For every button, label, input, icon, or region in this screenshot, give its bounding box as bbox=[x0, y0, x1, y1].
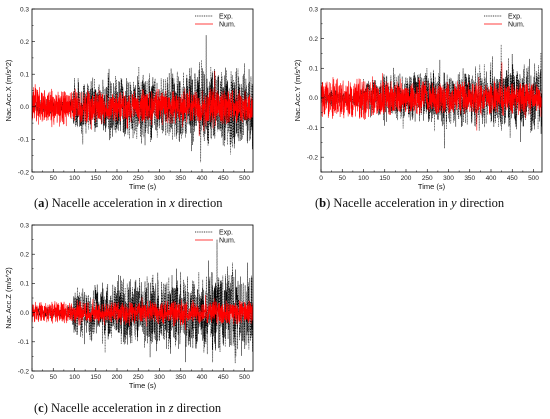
y-axis-label: Nac.Acc.Z (m/s^2) bbox=[4, 267, 13, 329]
x-tick-label: 100 bbox=[69, 374, 80, 381]
y-tick-label: 0.2 bbox=[309, 36, 318, 43]
y-tick-label: -0.2 bbox=[18, 368, 30, 375]
x-tick-label: 500 bbox=[528, 175, 539, 182]
x-tick-label: 150 bbox=[90, 175, 101, 182]
x-axis-label: Time (s) bbox=[129, 381, 157, 390]
y-tick-label: -0.1 bbox=[18, 339, 30, 346]
y-axis-label: Nac.Acc.X (m/s^2) bbox=[4, 59, 13, 121]
x-tick-label: 350 bbox=[175, 374, 186, 381]
plot-frame bbox=[320, 8, 543, 173]
legend-label: Num. bbox=[219, 237, 236, 244]
legend: Exp.Num. bbox=[195, 13, 236, 28]
x-tick-label: 100 bbox=[69, 175, 80, 182]
x-tick-label: 200 bbox=[112, 175, 123, 182]
panel-caption: (b) Nacelle acceleration in y direction bbox=[315, 196, 505, 210]
y-tick-label: 0.3 bbox=[20, 222, 29, 229]
y-tick-label: 0.2 bbox=[20, 252, 29, 259]
y-tick-label: 0.2 bbox=[20, 39, 29, 46]
y-axis-label: Nac.Acc.Y (m/s^2) bbox=[293, 59, 302, 121]
series-group bbox=[321, 44, 542, 149]
x-tick-label: 500 bbox=[239, 175, 250, 182]
legend-label: Exp. bbox=[219, 13, 233, 20]
y-tick-label: 0.0 bbox=[309, 95, 318, 102]
legend-label: Exp. bbox=[219, 229, 233, 236]
x-tick-label: 0 bbox=[30, 175, 34, 182]
y-tick-label: 0.0 bbox=[20, 310, 29, 317]
y-tick-label: -0.2 bbox=[18, 169, 30, 176]
y-tick-label: 0.3 bbox=[309, 6, 318, 13]
legend: Exp.Num. bbox=[484, 13, 525, 28]
panel-caption: (c) Nacelle acceleration in z direction bbox=[34, 401, 222, 415]
series-group bbox=[32, 239, 253, 364]
series-line-num bbox=[32, 295, 253, 331]
x-tick-label: 400 bbox=[197, 175, 208, 182]
x-tick-label: 0 bbox=[30, 374, 34, 381]
legend-label: Num. bbox=[508, 21, 525, 28]
y-tick-label: -0.1 bbox=[18, 137, 30, 144]
x-tick-label: 150 bbox=[379, 175, 390, 182]
x-axis-label: Time (s) bbox=[418, 182, 446, 191]
series-line-num bbox=[321, 62, 542, 131]
x-tick-label: 450 bbox=[507, 175, 518, 182]
x-tick-label: 400 bbox=[197, 374, 208, 381]
x-tick-label: 50 bbox=[50, 175, 58, 182]
x-tick-label: 0 bbox=[319, 175, 323, 182]
x-tick-label: 350 bbox=[464, 175, 475, 182]
legend-label: Num. bbox=[219, 21, 236, 28]
y-tick-label: 0.3 bbox=[20, 6, 29, 13]
chart-panel-b: 0 50 100 150 200 250 300 350 400 450 500 -0.2 -0.1 0.… bbox=[293, 6, 543, 210]
series-group bbox=[32, 35, 253, 163]
x-tick-label: 250 bbox=[422, 175, 433, 182]
series-line-exp bbox=[32, 239, 253, 364]
x-tick-label: 50 bbox=[339, 175, 347, 182]
legend-label: Exp. bbox=[508, 13, 522, 20]
x-tick-label: 250 bbox=[133, 175, 144, 182]
x-tick-label: 350 bbox=[175, 175, 186, 182]
panel-caption: (a) Nacelle acceleration in x direction bbox=[34, 196, 223, 210]
x-tick-label: 450 bbox=[218, 374, 229, 381]
x-tick-label: 100 bbox=[358, 175, 369, 182]
x-tick-label: 300 bbox=[154, 374, 165, 381]
x-tick-label: 200 bbox=[112, 374, 123, 381]
y-tick-label: 0.1 bbox=[20, 281, 29, 288]
x-tick-label: 50 bbox=[50, 374, 58, 381]
y-tick-label: 0.1 bbox=[20, 72, 29, 79]
x-tick-label: 300 bbox=[154, 175, 165, 182]
y-tick-label: -0.2 bbox=[307, 154, 319, 161]
x-tick-label: 300 bbox=[443, 175, 454, 182]
legend: Exp.Num. bbox=[195, 229, 236, 244]
y-tick-label: 0.1 bbox=[309, 66, 318, 73]
x-tick-label: 150 bbox=[90, 374, 101, 381]
x-tick-label: 200 bbox=[401, 175, 412, 182]
series-line-num bbox=[32, 70, 253, 137]
x-tick-label: 450 bbox=[218, 175, 229, 182]
y-tick-label: -0.1 bbox=[307, 125, 319, 132]
chart-panel-c: 0 50 100 150 200 250 300 350 400 450 500 -0.2 -0.1 0.… bbox=[4, 222, 254, 415]
x-axis-label: Time (s) bbox=[129, 182, 157, 191]
chart-panel-a: 0 50 100 150 200 250 300 350 400 450 500 -0.2 -0.1 0.… bbox=[4, 6, 254, 210]
x-tick-label: 250 bbox=[133, 374, 144, 381]
x-tick-label: 400 bbox=[486, 175, 497, 182]
y-tick-label: 0.0 bbox=[20, 104, 29, 111]
x-tick-label: 500 bbox=[239, 374, 250, 381]
